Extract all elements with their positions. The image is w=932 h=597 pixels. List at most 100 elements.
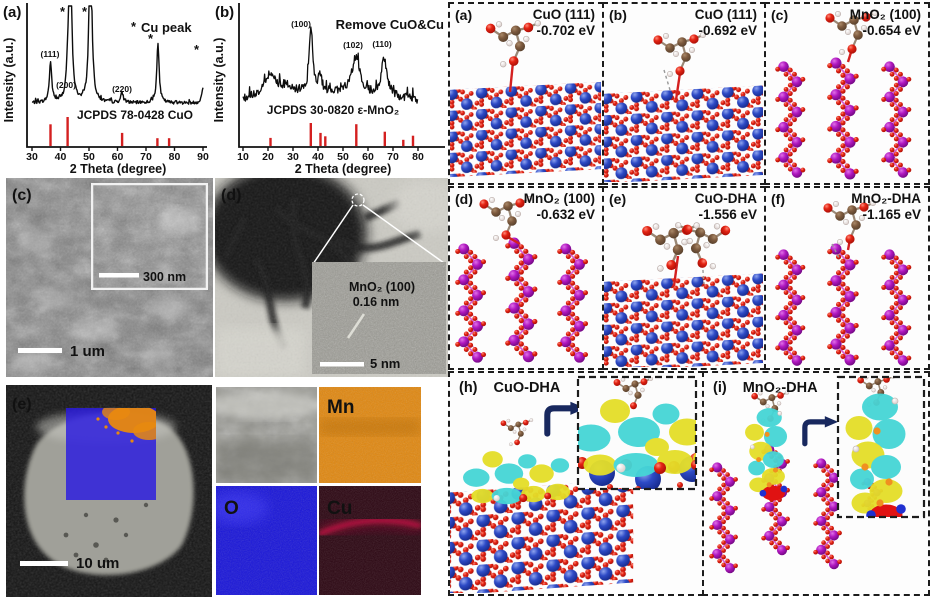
panel-eds-maps: Mn O Cu	[216, 387, 421, 595]
panel-title: CuO (111) -0.692 eV	[695, 7, 757, 39]
dft-scene-mno2-c	[774, 9, 913, 181]
surface-name: MnO₂ (100)	[849, 7, 921, 22]
dft-scene-mno2-d	[454, 195, 589, 364]
panel-dft-f: (f) MnO₂-DHA -1.165 eV	[764, 186, 930, 370]
panel-title: MnO₂ (100) -0.632 eV	[524, 191, 595, 223]
miller-labels: (111) (200) (220)	[41, 49, 133, 94]
adsorption-bond	[508, 61, 515, 93]
panel-title: CuO (111) -0.702 eV	[533, 7, 595, 39]
cu-peak-legend: Cu peak	[141, 20, 192, 35]
tem-connector-line	[312, 204, 354, 265]
remove-note: Remove CuO&Cu	[336, 17, 444, 32]
panel-sem: 300 nm (c) 1 um	[6, 178, 213, 377]
svg-text:(100): (100)	[291, 19, 311, 29]
x-tick-labels: 10 20 30 40 50 60 70 80	[237, 151, 424, 163]
eds-map-o: O	[216, 486, 317, 595]
panel-title: MnO₂-DHA -1.165 eV	[851, 191, 921, 223]
scale-label: 10 um	[76, 555, 119, 572]
inset-border	[836, 375, 926, 519]
panel-label: (a)	[3, 4, 21, 21]
panel-title: MnO₂ (100) -0.654 eV	[850, 7, 921, 39]
mno2-column	[826, 56, 860, 181]
svg-text:(200): (200)	[56, 80, 76, 90]
panel-tem: MnO₂ (100) 0.16 nm 5 nm (d)	[215, 178, 448, 377]
cu-peak-stars: * * * * *	[60, 4, 200, 57]
svg-text:60: 60	[362, 151, 374, 163]
adsorption-energy: -1.165 eV	[862, 207, 921, 222]
surface-name: CuO (111)	[694, 7, 757, 22]
svg-text:*: *	[82, 4, 88, 19]
mno2-column	[454, 242, 487, 364]
panel-label: (d)	[221, 187, 241, 204]
panel-dft-e: (e) CuO-DHA -1.556 eV	[602, 186, 766, 370]
mno2-column	[504, 236, 539, 364]
svg-text:*: *	[194, 42, 200, 57]
svg-text:70: 70	[140, 151, 152, 163]
tem-zoom-source-circle	[351, 193, 365, 207]
hrtem-phase-label: MnO₂ (100)	[349, 280, 415, 294]
xrd-trace-cuo	[31, 5, 204, 105]
panel-dft-d: (d) MnO₂ (100) -0.632 eV	[448, 186, 604, 370]
inset-border	[576, 375, 698, 491]
panel-label: (h)	[459, 380, 478, 396]
dha-molecule	[499, 417, 534, 447]
surface-name: CuO-DHA	[694, 191, 757, 206]
dha-molecule-mirrored	[674, 221, 732, 271]
svg-text:(220): (220)	[112, 84, 132, 94]
xrd-trace-mno2	[242, 26, 419, 104]
cuo-slab	[604, 273, 763, 367]
mn-overlay-region	[96, 408, 156, 443]
panel-charge-density-mno2: (i) MnO₂-DHA	[702, 371, 930, 596]
y-axis-label: Intensity (a.u.)	[213, 38, 226, 123]
panel-xrd-cuo: (a) Intensity (a.u.) 30 40 50 60 70 80 9…	[2, 3, 209, 176]
dft-scene-cuo-a	[450, 19, 601, 178]
charge-density-scene-mno2	[708, 375, 926, 575]
zoom-arrow-icon	[805, 416, 838, 444]
svg-text:30: 30	[26, 151, 38, 163]
jcpds-label: JCPDS 78-0428 CuO	[77, 108, 193, 122]
dft-scene-mno2-dha	[774, 199, 913, 367]
svg-text:40: 40	[55, 151, 67, 163]
sem-bright-patches	[10, 230, 188, 372]
panel-charge-density-cuo: (h) CuO-DHA	[448, 371, 704, 596]
mno2-column	[880, 60, 913, 179]
x-tick-labels: 30 40 50 60 70 80 90	[26, 151, 209, 163]
charge-density-inset-content	[578, 377, 696, 489]
scalebar	[18, 348, 62, 353]
surface-name: CuO (111)	[532, 7, 595, 22]
svg-text:20: 20	[262, 151, 274, 163]
dft-scene-cuo-b	[604, 31, 763, 182]
svg-text:90: 90	[197, 151, 209, 163]
y-axis-label: Intensity (a.u.)	[2, 38, 16, 123]
panel-label: (e)	[609, 191, 627, 207]
panel-heading: (i) MnO₂-DHA	[713, 380, 818, 396]
axes	[238, 3, 445, 148]
eds-map-mn: Mn	[319, 387, 421, 483]
panel-label: (a)	[455, 7, 473, 23]
mn-label: Mn	[327, 397, 354, 418]
sem-inset: 300 nm	[91, 183, 208, 290]
mno2-column	[774, 60, 807, 179]
sem-inset-border	[91, 183, 208, 290]
eds-map-electron-image	[216, 387, 317, 483]
scale-label: 1 um	[70, 343, 105, 360]
panel-title: CuO-DHA -1.556 eV	[695, 191, 757, 223]
hydrogen-bond	[701, 257, 705, 285]
svg-text:60: 60	[112, 151, 124, 163]
panel-label: (i)	[713, 380, 727, 396]
adsorption-bond	[672, 255, 680, 287]
panel-label: (c)	[771, 7, 789, 23]
cuo-slab	[450, 81, 601, 178]
inset-scale-label: 300 nm	[143, 270, 186, 284]
svg-text:50: 50	[337, 151, 349, 163]
miller-labels: (100) (102) (110)	[291, 19, 392, 50]
mno2-column	[826, 242, 860, 367]
eds-overlay-square	[66, 408, 156, 500]
lattice-spacing-marker	[346, 313, 366, 339]
hydrogen-bond	[831, 243, 841, 261]
panel-label: (b)	[609, 7, 627, 23]
adsorption-energy: -1.556 eV	[698, 207, 757, 222]
x-axis-label: 2 Theta (degree)	[70, 162, 167, 176]
svg-text:80: 80	[169, 151, 181, 163]
svg-text:50: 50	[83, 151, 95, 163]
